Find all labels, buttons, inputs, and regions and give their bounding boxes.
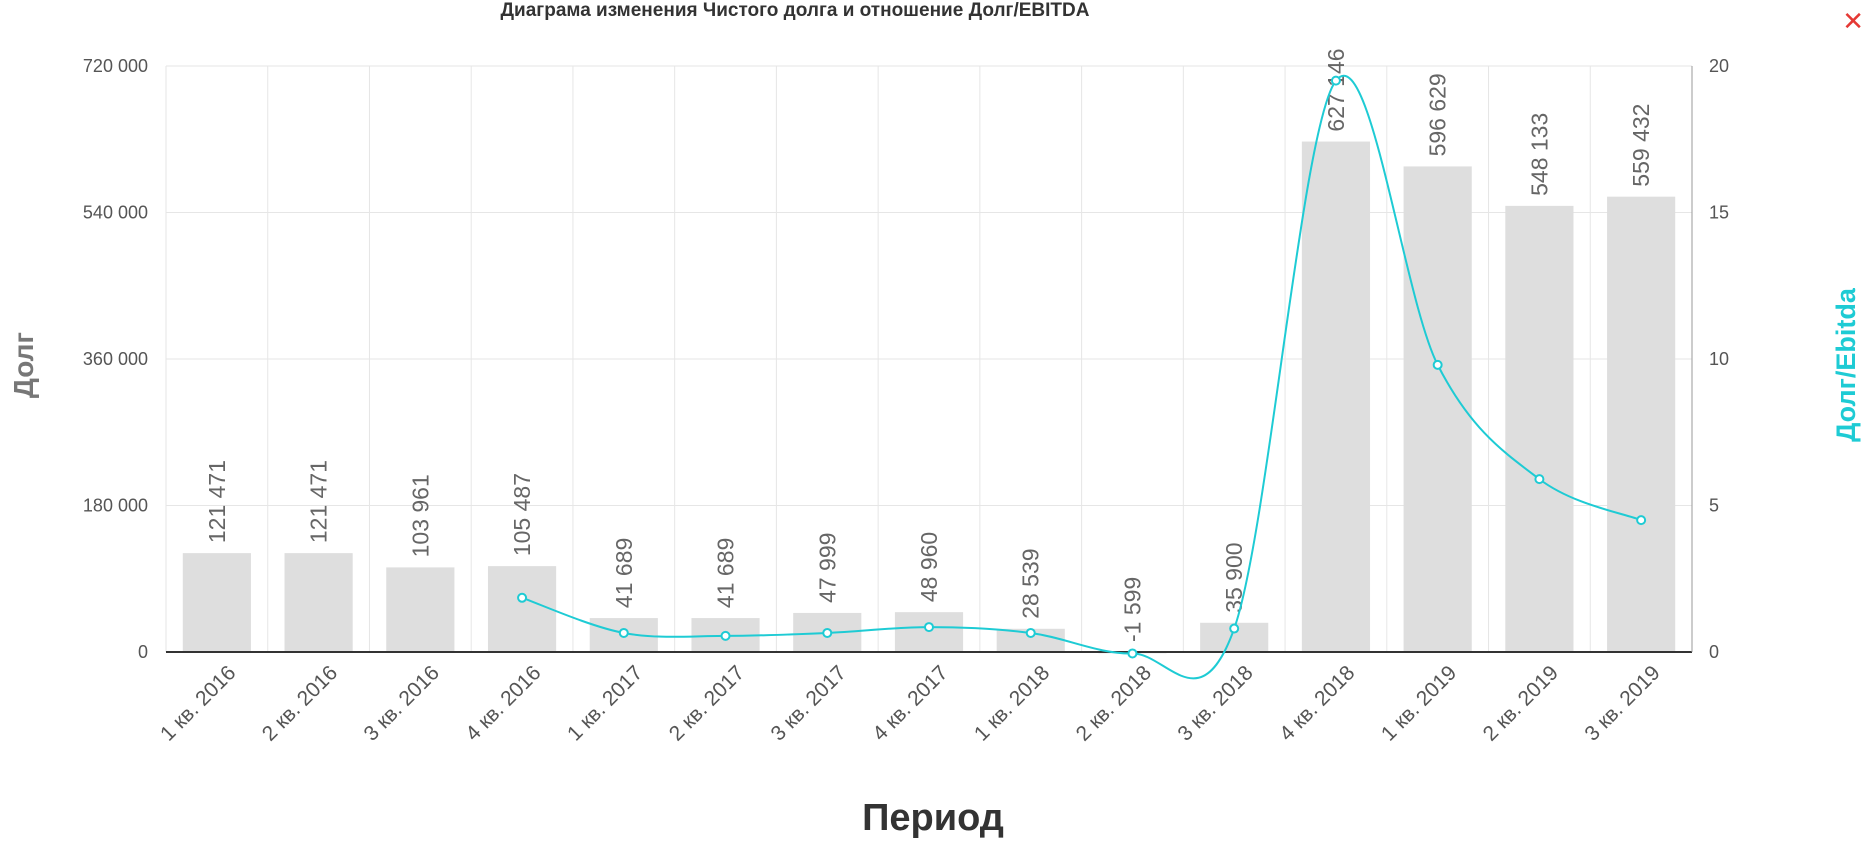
close-icon[interactable]: ✕ [1842,7,1864,37]
axes [166,66,1693,653]
bar-value-label: 105 487 [509,473,535,556]
ratio-point [1127,648,1138,659]
y2-tick-label: 20 [1709,56,1729,76]
ratio-point [720,630,731,641]
x-tick-label: 3 кв. 2018 [1173,661,1257,745]
bar-value-label: 548 133 [1526,113,1552,196]
x-ticks: 1 кв. 2016 2 кв. 2016 3 кв. 2016 4 кв. 2016… [156,661,1665,745]
y-tick-label: 0 [138,642,148,662]
x-axis-label: Период [862,797,1004,839]
bar-value-label: -1 599 [1119,577,1145,642]
bar [1505,205,1574,652]
ratio-point [924,622,934,633]
bar-value-label: 596 629 [1425,73,1451,156]
bar [487,566,557,652]
x-tick-label: 3 кв. 2019 [1580,661,1664,745]
y2-tick-label: 0 [1709,642,1719,662]
x-tick-label: 4 кв. 2017 [868,661,952,745]
bar [182,553,251,652]
x-tick-label: 1 кв. 2016 [156,661,240,745]
x-tick-label: 1 кв. 2018 [970,661,1054,745]
x-tick-label: 2 кв. 2018 [1072,661,1156,745]
bar-value-label: 47 999 [814,533,840,603]
y2-tick-label: 5 [1709,496,1719,516]
bar [284,553,353,652]
ratio-point [1330,75,1341,86]
bar-value-label: 48 960 [916,532,942,602]
bar-value-label: 103 961 [407,474,433,557]
bar [1301,141,1371,652]
x-tick-label: 3 кв. 2016 [360,661,444,745]
bar-value-label: 121 471 [306,460,332,543]
ratio-point [822,627,833,638]
ratio-point [1229,623,1240,634]
bar-value-label: 41 689 [611,538,637,608]
ratio-point [1025,627,1036,638]
ratio-point [1636,515,1647,526]
right-axis-label: Долг/Ebitda [1831,287,1861,442]
bar-value-label: 35 900 [1221,542,1247,612]
left-y-ticks: 0 180 000 360 000 540 000 720 000 [83,56,148,662]
x-tick-label: 2 кв. 2017 [665,661,749,745]
bar [386,567,455,652]
bar [1607,196,1676,652]
ratio-point [1534,474,1545,485]
x-tick-label: 2 кв. 2019 [1479,661,1563,745]
bar-value-label: 121 471 [204,460,230,543]
bar-value-label: 627 146 [1323,48,1349,131]
y2-tick-label: 15 [1709,203,1729,223]
x-tick-label: 3 кв. 2017 [766,661,850,745]
ratio-point [517,592,528,603]
bar-value-label: 28 539 [1018,548,1044,618]
bar-value-label: 41 689 [713,538,739,608]
y2-tick-label: 10 [1709,349,1729,369]
x-tick-label: 4 кв. 2018 [1275,661,1359,745]
y-tick-label: 180 000 [83,496,148,516]
y-tick-label: 540 000 [83,203,148,223]
y-tick-label: 360 000 [83,349,148,369]
ratio-point [618,627,629,638]
x-tick-label: 1 кв. 2019 [1377,661,1461,745]
left-axis-label: Долг [8,332,39,398]
right-y-ticks: 0 5 10 15 20 [1709,56,1729,662]
bar-value-label: 559 432 [1628,104,1654,187]
y-tick-label: 720 000 [83,56,148,76]
x-tick-label: 1 кв. 2017 [563,661,647,745]
ratio-line-series [517,75,1647,680]
grid-lines [165,65,1693,653]
bar [1403,166,1472,653]
bar-series [182,141,1676,654]
x-tick-label: 4 кв. 2016 [461,661,545,745]
x-tick-label: 2 кв. 2016 [258,661,342,745]
ratio-point [1432,359,1443,370]
chart-title: Диаграма изменения Чистого долга и отнош… [501,0,1090,21]
bar [996,628,1065,652]
